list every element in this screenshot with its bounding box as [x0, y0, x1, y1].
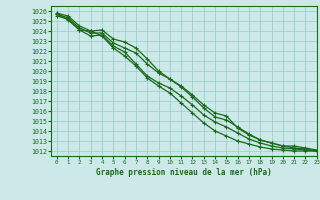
X-axis label: Graphe pression niveau de la mer (hPa): Graphe pression niveau de la mer (hPa)	[96, 168, 272, 177]
